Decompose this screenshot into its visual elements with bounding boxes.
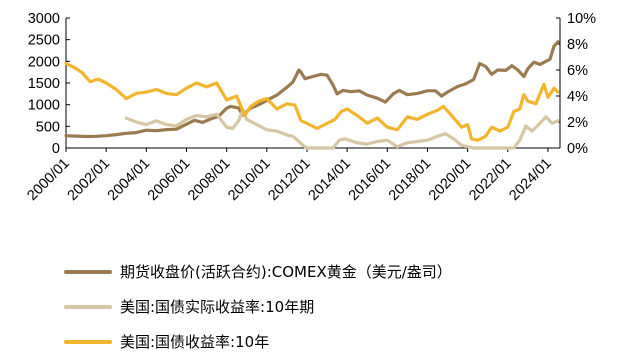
left-tick-label: 3000 [28,11,60,27]
right-axis: 0% 2% 4% 6% 8% 10% [556,11,596,157]
right-tick-label: 8% [567,37,588,53]
x-tick-label: 2004/01 [105,156,153,204]
series-line-0 [64,40,560,139]
right-tick-label: 10% [567,11,596,27]
left-tick-label: 1500 [28,76,60,92]
legend-swatch-comex-gold [64,269,112,274]
line-chart: 0 500 1000 1500 2000 2500 3000 0% 2% 4% 6% 8% 10% 2… [24,11,596,204]
right-tick-label: 0% [567,141,588,157]
x-tick-label: 2008/01 [185,156,233,204]
x-tick-label: 2018/01 [386,156,434,204]
left-axis: 0 500 1000 1500 2000 2500 3000 [28,11,70,157]
x-tick-label: 2012/01 [265,156,313,204]
series-line-2 [64,61,560,142]
x-tick-label: 2000/01 [24,156,72,204]
x-tick-label: 2020/01 [426,156,474,204]
x-tick-label: 2022/01 [466,156,514,204]
x-tick-label: 2002/01 [65,156,113,204]
x-axis: 2000/012002/012004/012006/012008/012010/… [24,147,560,204]
x-tick-label: 2024/01 [506,156,554,204]
x-tick-label: 2014/01 [306,156,354,204]
right-tick-label: 4% [567,89,588,105]
legend-item-nominal-yield: 美国:国债收益率:10年 [64,324,452,359]
series-line-1 [124,108,560,150]
legend-swatch-real-yield [64,304,112,309]
left-tick-label: 2500 [28,33,60,49]
legend-label-real-yield: 美国:国债实际收益率:10年期 [120,298,315,316]
x-tick-label: 2016/01 [346,156,394,204]
x-tick-label: 2006/01 [145,156,193,204]
left-tick-label: 1000 [28,98,60,114]
left-tick-label: 500 [36,119,60,135]
right-tick-label: 6% [567,63,588,79]
legend-swatch-nominal-yield [64,339,112,344]
legend: 期货收盘价(活跃合约):COMEX黄金（美元/盎司） 美国:国债实际收益率:10… [64,254,452,359]
legend-label-nominal-yield: 美国:国债收益率:10年 [120,333,270,351]
left-tick-label: 2000 [28,54,60,70]
legend-item-real-yield: 美国:国债实际收益率:10年期 [64,289,452,324]
left-tick-label: 0 [52,141,60,157]
legend-label-comex-gold: 期货收盘价(活跃合约):COMEX黄金（美元/盎司） [120,263,452,281]
x-tick-label: 2010/01 [225,156,273,204]
legend-item-comex-gold: 期货收盘价(活跃合约):COMEX黄金（美元/盎司） [64,254,452,289]
plot-series [64,40,560,150]
right-tick-label: 2% [567,115,588,131]
